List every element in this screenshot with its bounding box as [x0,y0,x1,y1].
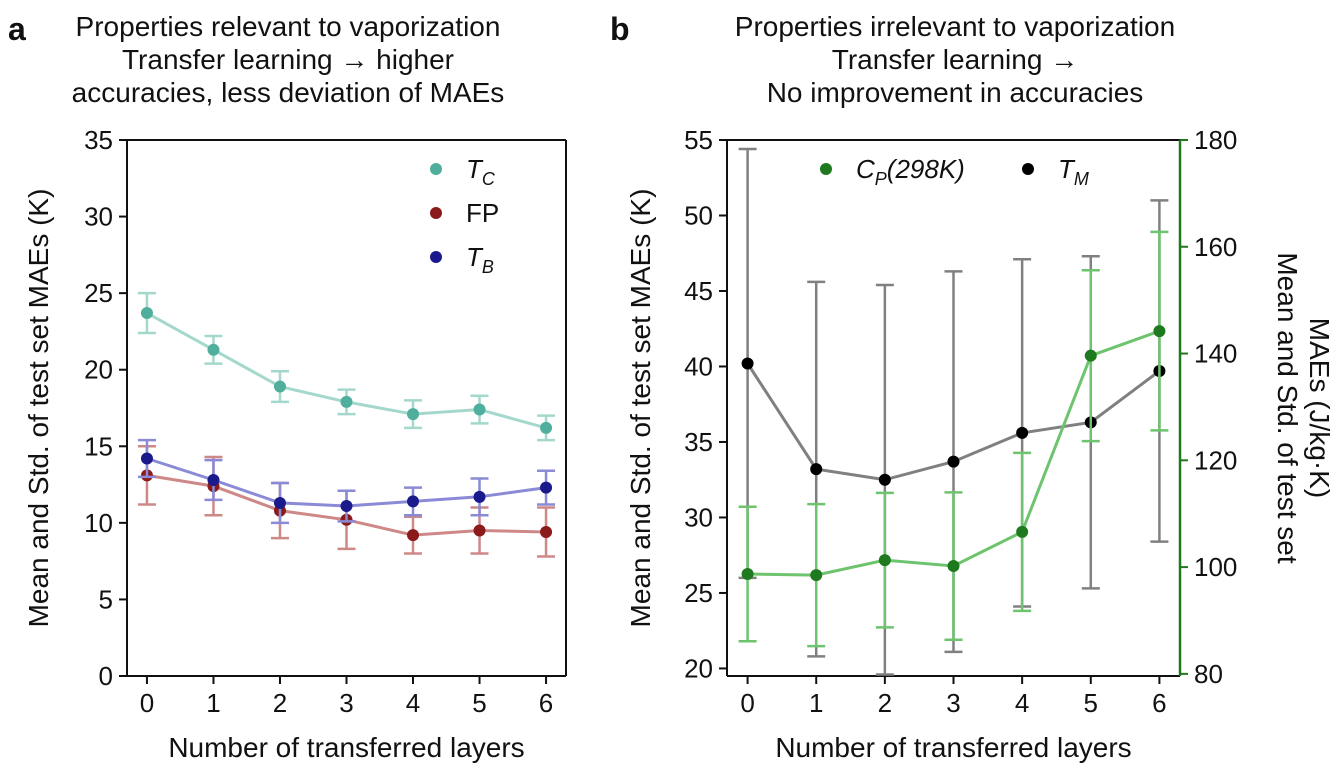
chart-title-line: Transfer learning → higher [122,44,454,75]
y-tick-label: 20 [684,653,713,683]
data-point [1016,426,1029,439]
x-tick-label: 6 [539,688,553,718]
y-right-tick-label: 100 [1194,552,1237,582]
y-tick-label: 25 [684,578,713,608]
data-point [947,455,960,468]
x-tick-label: 1 [206,688,220,718]
x-tick-label: 5 [472,688,486,718]
legend-marker [820,163,832,175]
y-tick-label: 35 [84,125,113,155]
data-point [1084,349,1097,362]
x-tick-label: 1 [809,688,823,718]
data-point [741,357,754,370]
series-cp [738,230,1169,648]
chart-title-line: Properties relevant to vaporization [76,11,501,42]
y-tick-label: 25 [84,278,113,308]
panel-letter: a [8,11,26,47]
chart-title-line: accuracies, less deviation of MAEs [72,77,505,108]
y-tick-label: 0 [99,661,113,691]
series-tc [137,291,556,442]
panel-b: b Properties irrelevant to vaporizationTr… [610,11,1335,763]
chart-title-line: Properties irrelevant to vaporization [735,11,1175,42]
data-point [1153,325,1166,338]
y-tick-label: 5 [99,584,113,614]
legend: TC FP TB [430,154,499,277]
legend-marker [430,251,442,263]
y-right-tick-label: 160 [1194,232,1237,262]
legend: CP(298K) TM [820,154,1089,189]
y-right-tick-label: 120 [1194,445,1237,475]
y-tick-label: 50 [684,200,713,230]
legend-label: TM [1058,154,1089,189]
x-tick-label: 5 [1084,688,1098,718]
y-axis-label: Mean and Std. of test set MAEs (K) [23,189,54,628]
y-tick-label: 30 [684,502,713,532]
y-tick-label: 15 [84,431,113,461]
y-tick-label: 45 [684,276,713,306]
x-tick-label: 4 [406,688,420,718]
data-point [1016,525,1029,538]
data-point [407,495,420,508]
x-tick-label: 3 [339,688,353,718]
x-tick-label: 3 [946,688,960,718]
legend-label: CP(298K) [856,154,965,189]
data-point [140,452,153,465]
x-tick-label: 4 [1015,688,1029,718]
x-tick-label: 0 [140,688,154,718]
y-right-tick-label: 180 [1194,125,1237,155]
data-point [340,395,353,408]
data-point [473,524,486,537]
data-point [810,569,823,582]
data-point [540,481,553,494]
data-point [540,421,553,434]
legend-marker [430,207,442,219]
data-point [407,529,420,542]
series-tb [137,438,556,525]
legend-label: TC [466,154,496,189]
legend-marker [1022,163,1034,175]
x-tick-label: 6 [1152,688,1166,718]
chart-title-line: No improvement in accuracies [767,77,1144,108]
x-axis-label: Number of transferred layers [168,732,524,763]
data-point [810,463,823,476]
data-point [340,500,353,513]
data-point [207,473,220,486]
y-tick-label: 35 [684,427,713,457]
data-point [878,554,891,567]
y-right-axis-label: MAEs (J/kg·K) [1304,318,1335,498]
legend-label: TB [466,242,494,277]
x-tick-label: 2 [273,688,287,718]
legend-marker [430,163,442,175]
data-point [207,343,220,356]
x-axis-label: Number of transferred layers [775,732,1131,763]
y-tick-label: 40 [684,351,713,381]
y-tick-label: 10 [84,508,113,538]
y-tick-label: 20 [84,355,113,385]
data-point [273,380,286,393]
y-axis-label: Mean and Std. of test set MAEs (K) [625,189,656,628]
x-tick-label: 0 [740,688,754,718]
data-point [140,307,153,320]
data-point [473,403,486,416]
y-right-tick-label: 80 [1194,659,1223,689]
y-right-axis-label: Mean and Std. of test set [1272,252,1303,564]
data-point [540,526,553,539]
x-tick-label: 2 [878,688,892,718]
y-tick-label: 30 [84,202,113,232]
y-right-tick-label: 140 [1194,339,1237,369]
chart-title-line: Transfer learning → [832,44,1078,75]
data-point [878,473,891,486]
legend-label: FP [466,198,499,228]
data-point [473,490,486,503]
panel-a: a Properties relevant to vaporizationTran… [8,11,567,763]
data-point [273,496,286,509]
data-point [741,568,754,581]
y-tick-label: 55 [684,125,713,155]
data-point [407,408,420,421]
data-point [947,560,960,573]
panel-letter: b [610,11,630,47]
